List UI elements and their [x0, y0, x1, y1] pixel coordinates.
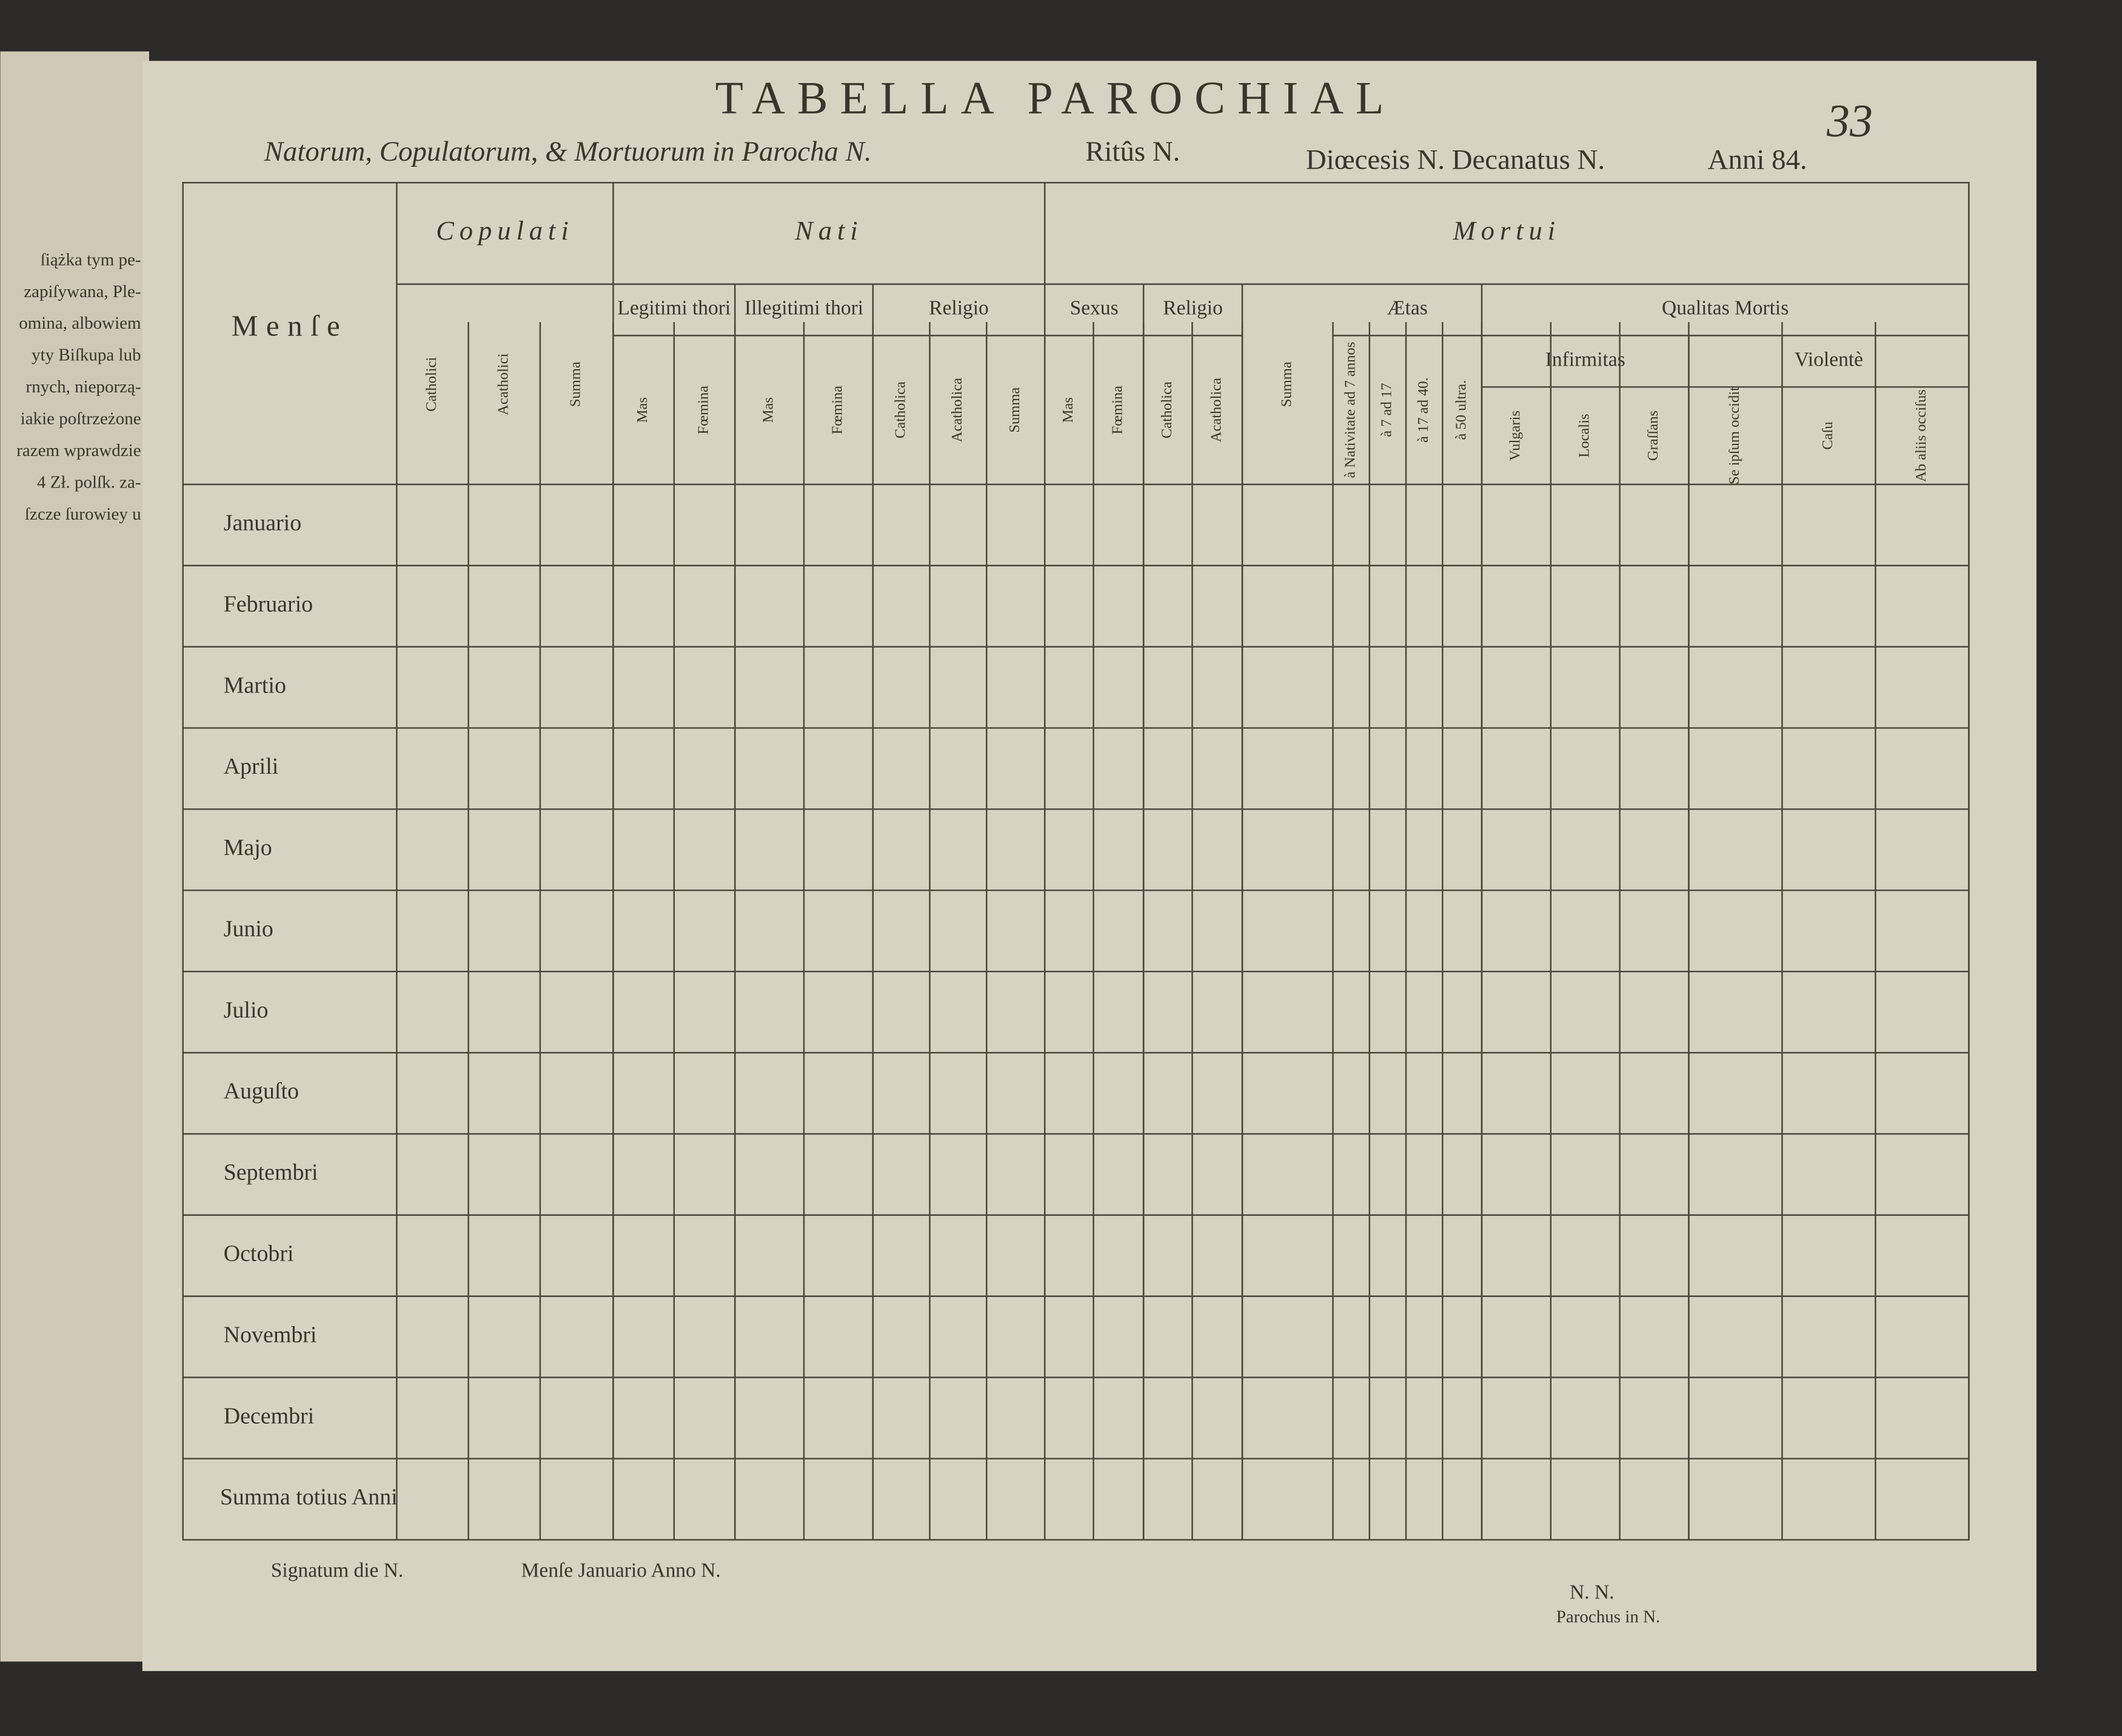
group-header: Ætas	[1387, 297, 1428, 320]
row-label: Aprili	[224, 754, 279, 779]
footer-text: Menſe Januario Anno N.	[521, 1560, 721, 1582]
left-page-line: omina, albowiem	[19, 313, 141, 333]
row-label: Junio	[224, 916, 273, 942]
left-page-line: zapiſywana, Ple-	[24, 282, 141, 301]
group-header: Sexus	[1070, 297, 1119, 320]
column-header: Fœmina	[695, 386, 712, 435]
group-header: Qualitas Mortis	[1662, 297, 1789, 320]
row-label: Majo	[224, 835, 272, 860]
left-page-line: iakie poſtrzeżone	[21, 409, 141, 429]
row-label: Summa totius Anni	[220, 1484, 398, 1510]
column-header: Catholica	[1159, 381, 1175, 438]
row-label: Septembri	[224, 1160, 318, 1185]
row-label: Januario	[224, 511, 301, 536]
right-page	[142, 61, 2037, 1671]
left-page-line: ſiążka tym pe-	[41, 250, 141, 269]
column-header: Acatholici	[495, 353, 511, 415]
column-header: Mas	[634, 397, 651, 423]
column-header: Fœmina	[829, 386, 846, 435]
row-header: Menſe	[232, 309, 348, 343]
group-header: Illegitimi thori	[745, 297, 863, 320]
column-header: Mas	[760, 397, 777, 423]
column-header: Graſſans	[1645, 411, 1661, 461]
subtitle: Anni 84.	[1708, 144, 1807, 176]
left-page-line: yty Biſkupa lub	[32, 346, 141, 365]
column-header: à 50 ultra.	[1453, 380, 1469, 440]
left-page-line: ſzcze ſurowiey u	[25, 504, 141, 524]
left-page-line: razem wprawdzie	[16, 441, 141, 460]
page-number: 33	[1826, 96, 1873, 147]
left-page-line: 4 Zł. polſk. za-	[37, 472, 141, 492]
left-page	[0, 51, 149, 1662]
column-header: Localis	[1576, 414, 1592, 457]
group-header: Infirmitas	[1545, 348, 1625, 370]
row-label: Novembri	[224, 1322, 317, 1347]
footer-text: Signatum die N.	[271, 1560, 403, 1582]
column-header: à 7 ad 17	[1379, 383, 1395, 437]
column-header: Acatholica	[1208, 378, 1224, 442]
group-header: Violentè	[1795, 348, 1863, 370]
column-header: Mas	[1060, 397, 1076, 423]
column-header: Catholica	[892, 381, 908, 438]
footer-text: Parochus in N.	[1556, 1607, 1661, 1627]
left-page-line: rnych, nieporzą-	[26, 377, 141, 397]
group-header: Religio	[929, 297, 989, 320]
group-header: Religio	[1163, 297, 1223, 320]
table-border	[182, 182, 1970, 1541]
footer-text: N. N.	[1570, 1581, 1614, 1603]
group-header: Mortui	[1453, 215, 1561, 246]
column-header: Summa	[1278, 361, 1294, 407]
row-label: Auguſto	[224, 1079, 299, 1104]
row-label: Martio	[224, 672, 286, 698]
column-header: Acatholica	[949, 378, 965, 442]
subtitle: Natorum, Copulatorum, & Mortuorum in Par…	[264, 136, 872, 167]
column-header: à Nativitate ad 7 annos	[1342, 342, 1358, 478]
column-header: Catholici	[423, 357, 440, 412]
column-header: Se ipſum occidit	[1726, 387, 1742, 484]
column-header: Ab aliis occiſus	[1913, 389, 1929, 482]
subtitle: Diœcesis N. Decanatus N.	[1306, 144, 1605, 176]
table: Catholici Acatholici Summa Copulati Mas Fœmin…	[182, 182, 1970, 1541]
column-header: Summa	[1006, 387, 1023, 433]
column-header: à 17 ad 40.	[1415, 377, 1431, 443]
group-header: Legitimi thori	[617, 297, 731, 320]
row-label: Julio	[224, 997, 269, 1023]
subtitle: Ritûs N.	[1085, 136, 1180, 167]
row-label: Octobri	[224, 1241, 294, 1267]
group-header: Nati	[794, 215, 863, 246]
row-label: Februario	[224, 591, 313, 617]
column-header: Summa	[567, 361, 584, 407]
column-header: Vulgaris	[1507, 411, 1524, 461]
column-header: Fœmina	[1109, 386, 1125, 435]
row-label: Decembri	[224, 1403, 315, 1429]
title: TABELLA PAROCHIAL	[715, 73, 1396, 124]
column-header: Caſu	[1819, 421, 1836, 449]
group-header: Copulati	[436, 215, 574, 246]
